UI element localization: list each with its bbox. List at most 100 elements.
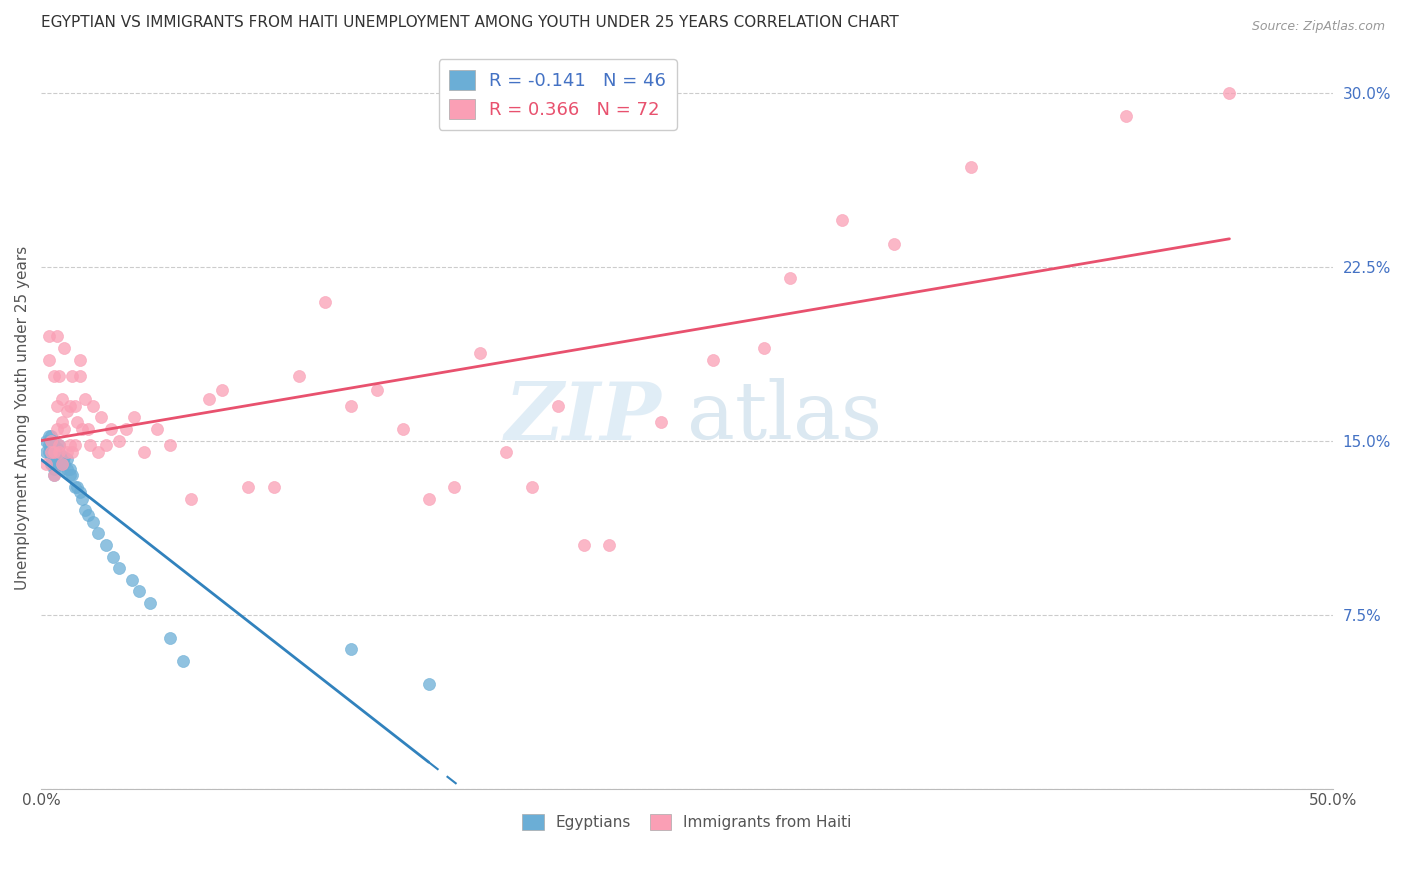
Point: [89, 410, 111, 425]
Point: [41, 429, 63, 443]
Point: [63, 480, 86, 494]
Point: [520, 480, 543, 494]
Point: [107, 561, 129, 575]
Point: [159, 438, 181, 452]
Point: [51, 457, 73, 471]
Point: [41, 457, 63, 471]
Point: [42, 368, 65, 383]
Point: [60, 368, 83, 383]
Point: [41, 438, 63, 452]
Point: [45, 457, 67, 471]
Point: [138, 596, 160, 610]
Point: [82, 515, 104, 529]
Point: [42, 468, 65, 483]
Point: [76, 508, 98, 522]
Point: [45, 422, 67, 436]
Point: [73, 392, 96, 406]
Point: [41, 434, 63, 448]
Point: [340, 399, 363, 413]
Point: [831, 213, 853, 227]
Point: [128, 584, 150, 599]
Point: [41, 445, 63, 459]
Point: [48, 457, 70, 471]
Point: [69, 484, 91, 499]
Point: [172, 654, 194, 668]
Point: [883, 236, 905, 251]
Point: [314, 294, 336, 309]
Point: [66, 480, 89, 494]
Point: [45, 450, 67, 464]
Point: [94, 438, 117, 452]
Point: [58, 438, 80, 452]
Point: [38, 429, 60, 443]
Point: [56, 403, 79, 417]
Point: [48, 438, 70, 452]
Point: [38, 445, 60, 459]
Point: [702, 352, 724, 367]
Point: [1115, 109, 1137, 123]
Point: [198, 392, 221, 406]
Legend: Egyptians, Immigrants from Haiti: Egyptians, Immigrants from Haiti: [516, 808, 858, 837]
Point: [418, 677, 440, 691]
Point: [134, 445, 156, 459]
Point: [60, 468, 83, 483]
Point: [66, 415, 89, 429]
Point: [48, 438, 70, 452]
Point: [45, 329, 67, 343]
Point: [35, 445, 58, 459]
Point: [48, 445, 70, 459]
Point: [35, 434, 58, 448]
Point: [115, 422, 138, 436]
Point: [58, 461, 80, 475]
Point: [42, 468, 65, 483]
Point: [56, 461, 79, 475]
Point: [87, 445, 110, 459]
Point: [45, 399, 67, 413]
Point: [60, 445, 83, 459]
Point: [73, 503, 96, 517]
Point: [470, 345, 492, 359]
Point: [53, 422, 76, 436]
Point: [103, 549, 125, 564]
Point: [754, 341, 776, 355]
Point: [53, 457, 76, 471]
Point: [82, 399, 104, 413]
Point: [69, 368, 91, 383]
Point: [159, 631, 181, 645]
Point: [547, 399, 569, 413]
Point: [598, 538, 620, 552]
Point: [42, 438, 65, 452]
Point: [45, 441, 67, 455]
Point: [146, 422, 169, 436]
Point: [53, 341, 76, 355]
Text: ZIP: ZIP: [505, 379, 661, 456]
Point: [48, 445, 70, 459]
Point: [48, 368, 70, 383]
Point: [76, 422, 98, 436]
Point: [41, 450, 63, 464]
Point: [51, 461, 73, 475]
Point: [87, 526, 110, 541]
Point: [100, 422, 122, 436]
Point: [35, 457, 58, 471]
Point: [58, 468, 80, 483]
Point: [53, 450, 76, 464]
Point: [779, 271, 801, 285]
Point: [288, 368, 311, 383]
Point: [650, 415, 672, 429]
Point: [495, 445, 517, 459]
Point: [38, 438, 60, 452]
Text: EGYPTIAN VS IMMIGRANTS FROM HAITI UNEMPLOYMENT AMONG YOUTH UNDER 25 YEARS CORREL: EGYPTIAN VS IMMIGRANTS FROM HAITI UNEMPL…: [41, 15, 898, 30]
Point: [79, 438, 101, 452]
Point: [107, 434, 129, 448]
Point: [69, 352, 91, 367]
Point: [42, 445, 65, 459]
Point: [236, 480, 259, 494]
Point: [443, 480, 465, 494]
Point: [38, 329, 60, 343]
Point: [263, 480, 285, 494]
Point: [340, 642, 363, 657]
Point: [121, 573, 143, 587]
Text: Source: ZipAtlas.com: Source: ZipAtlas.com: [1251, 20, 1385, 33]
Point: [418, 491, 440, 506]
